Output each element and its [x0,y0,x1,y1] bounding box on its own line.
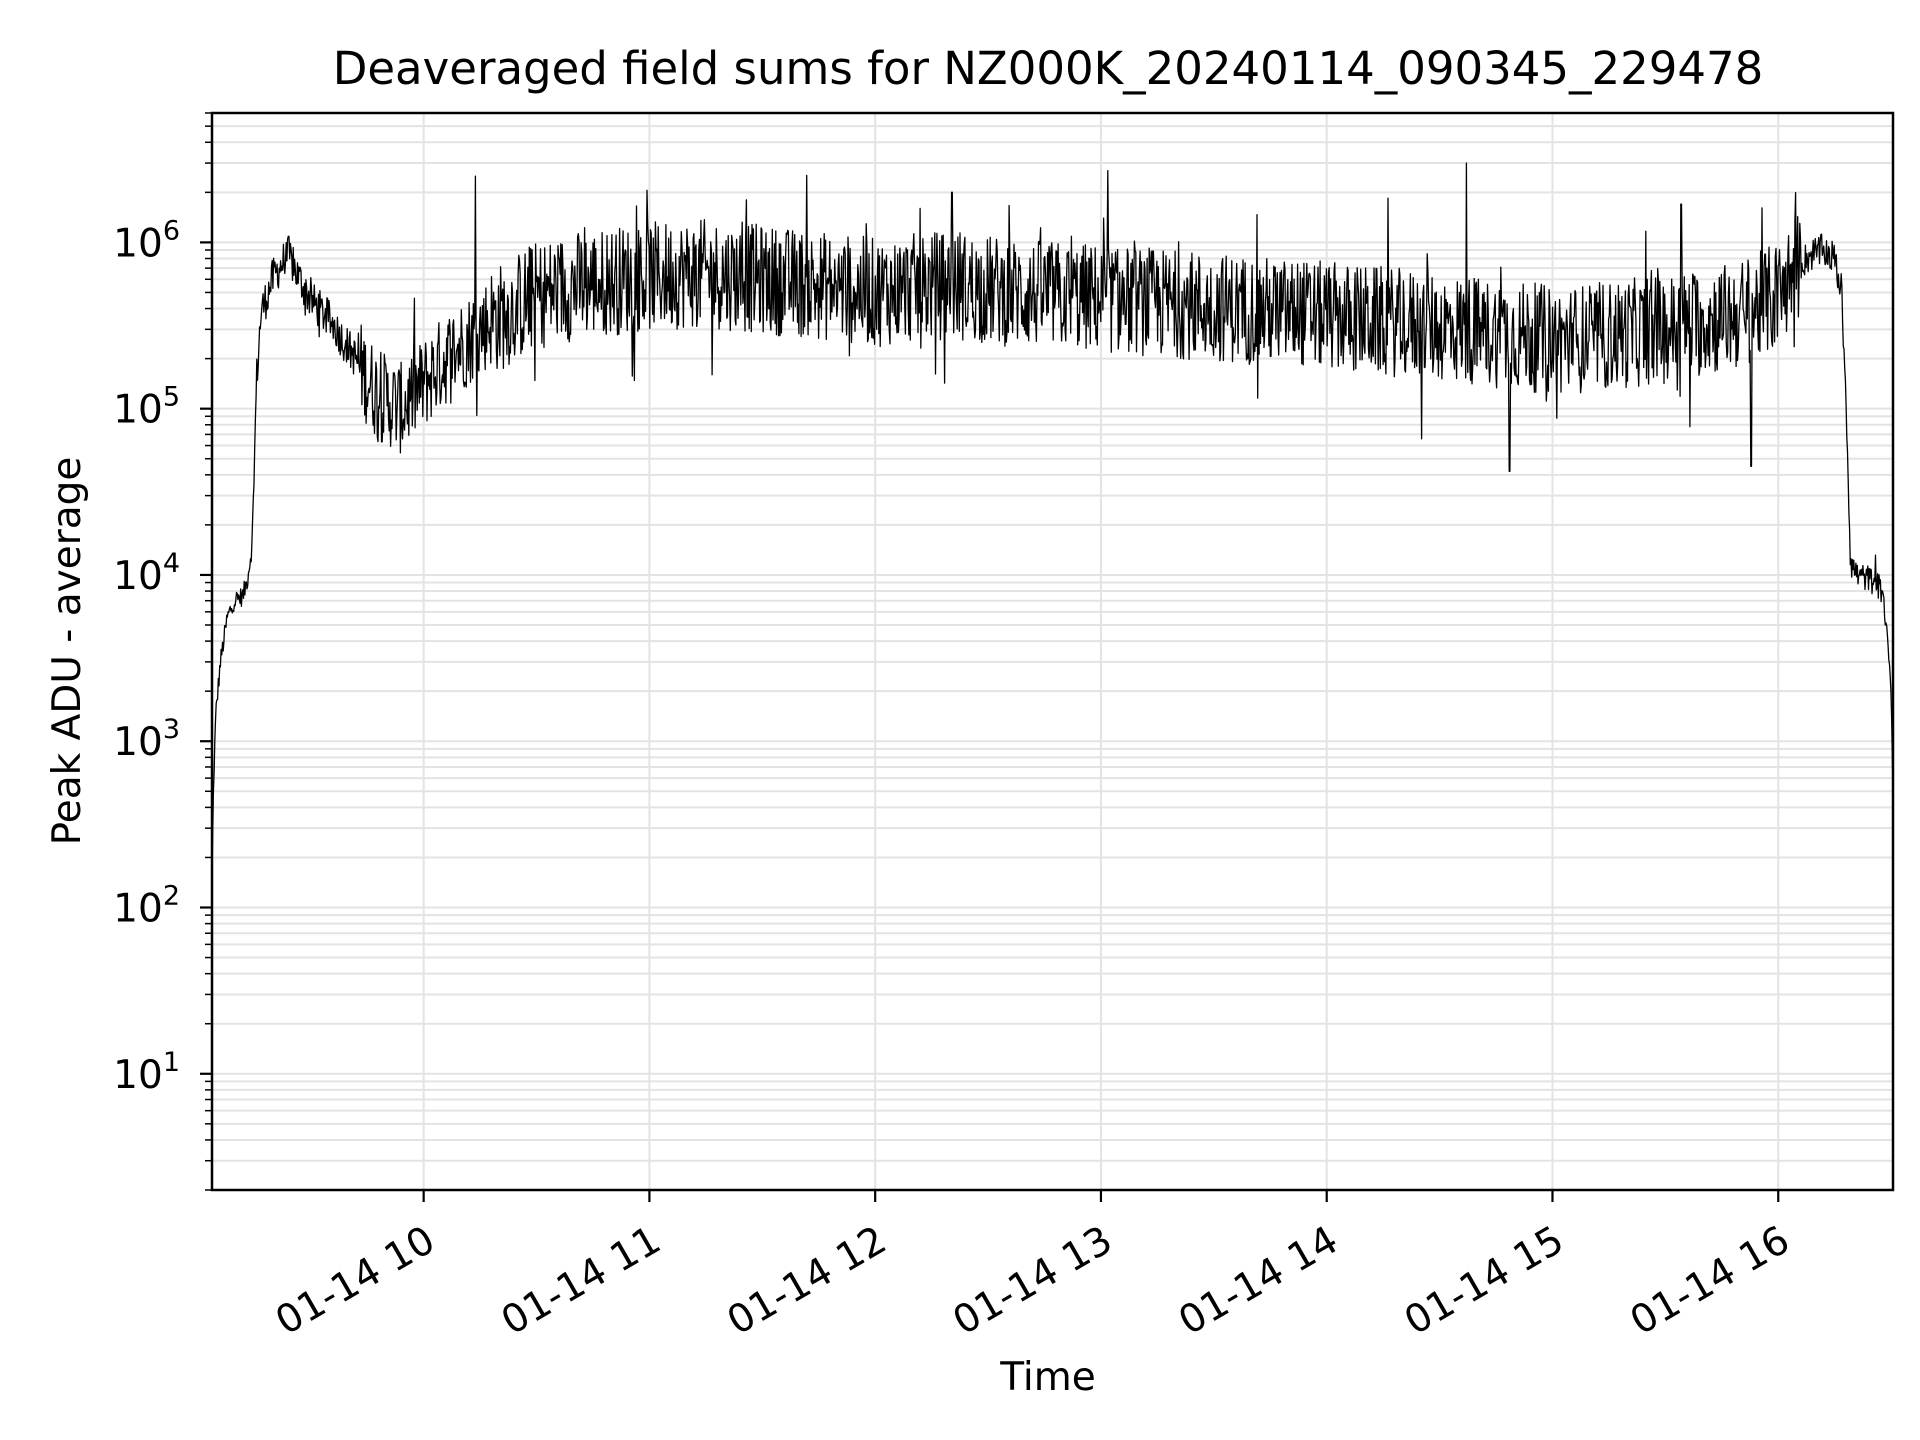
x-tick-label: 01-14 13 [946,1218,1120,1345]
y-tick-label: 104 [113,548,180,599]
x-axis-label: Time [999,1355,1095,1400]
series-line [211,162,1894,876]
x-tick-label: 01-14 12 [720,1218,894,1345]
y-tick-labels: 101 102 103 104 105 106 [113,215,180,1097]
y-tick-label: 102 [113,880,180,931]
y-axis-label: Peak ADU - average [45,457,90,846]
y-tick-label: 105 [113,382,180,433]
x-tick-label: 01-14 10 [268,1218,442,1345]
axis-ticks [200,112,1780,1202]
y-tick-label: 103 [113,714,180,765]
x-tick-label: 01-14 15 [1397,1218,1571,1345]
chart-title: Deaveraged field sums for NZ000K_2024011… [333,42,1764,95]
plot-frame [210,111,1895,1192]
x-tick-labels: 01-14 10 01-14 11 01-14 12 01-14 13 01-14 14… [268,1218,1797,1345]
x-tick-label: 01-14 11 [494,1218,668,1345]
series-layer [211,162,1894,876]
y-tick-label: 101 [113,1047,180,1098]
y-tick-label: 106 [113,215,180,266]
x-tick-label: 01-14 14 [1171,1218,1345,1345]
x-tick-label: 01-14 16 [1623,1218,1797,1345]
